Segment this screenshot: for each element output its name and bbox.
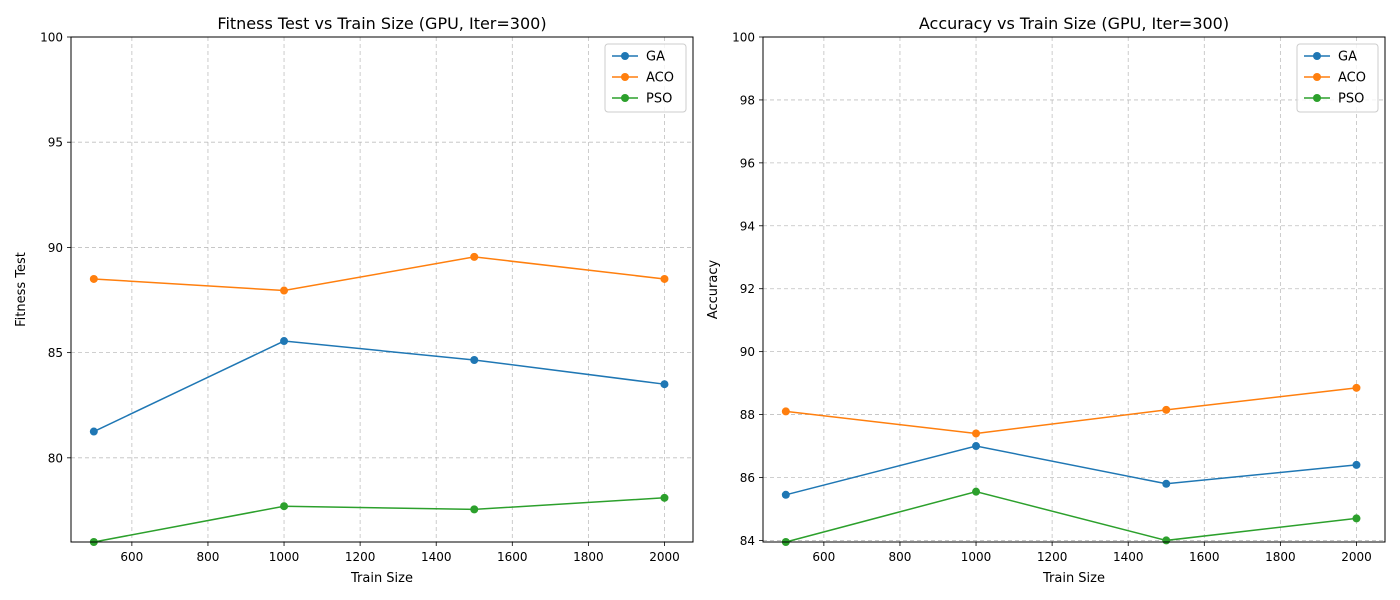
x-tick-label: 1000 bbox=[269, 550, 300, 564]
x-tick-label: 600 bbox=[812, 550, 835, 564]
y-tick-label: 85 bbox=[48, 346, 63, 360]
data-point-ga bbox=[1162, 479, 1171, 488]
series-aco bbox=[89, 252, 669, 295]
data-point-aco bbox=[1352, 383, 1361, 392]
data-point-aco bbox=[1162, 405, 1171, 414]
legend-label-pso: PSO bbox=[646, 92, 672, 107]
series-group bbox=[781, 383, 1361, 546]
ticks: 600 800 1000 1200 1400 1600 1800 2000 80 85 90 95 10… bbox=[40, 31, 680, 565]
x-axis-label: Train Size bbox=[350, 571, 413, 586]
x-tick-label: 2000 bbox=[649, 550, 680, 564]
data-point-pso bbox=[972, 487, 981, 496]
y-tick-label: 88 bbox=[740, 408, 755, 422]
chart-title: Fitness Test vs Train Size (GPU, Iter=30… bbox=[217, 14, 546, 33]
x-tick-label: 800 bbox=[889, 550, 912, 564]
series-pso bbox=[89, 493, 669, 546]
x-axis-label: Train Size bbox=[1042, 571, 1105, 586]
legend-label-aco: ACO bbox=[1338, 71, 1366, 86]
series-line-ga bbox=[785, 445, 1357, 496]
legend-label-pso: PSO bbox=[1338, 92, 1364, 107]
legend-label-aco: ACO bbox=[646, 71, 674, 86]
y-tick-label: 86 bbox=[740, 471, 755, 485]
x-tick-label: 600 bbox=[120, 550, 143, 564]
data-point-ga bbox=[660, 380, 669, 389]
data-point-aco bbox=[781, 407, 790, 416]
legend-label-ga: GA bbox=[1338, 50, 1357, 65]
x-tick-label: 1200 bbox=[345, 550, 376, 564]
axes-frame bbox=[70, 36, 694, 543]
grid bbox=[71, 36, 693, 542]
data-point-aco bbox=[470, 252, 479, 261]
data-point-aco bbox=[89, 274, 98, 283]
data-point-aco bbox=[972, 429, 981, 438]
x-tick-label: 1000 bbox=[961, 550, 992, 564]
series-line-aco bbox=[93, 256, 665, 292]
y-tick-label: 90 bbox=[48, 241, 63, 255]
data-point-ga bbox=[972, 442, 981, 451]
legend-marker-pso bbox=[621, 94, 629, 102]
y-tick-label: 80 bbox=[48, 451, 63, 465]
x-tick-label: 1200 bbox=[1037, 550, 1068, 564]
legend: GA ACO PSO bbox=[1296, 43, 1379, 113]
axes-frame bbox=[762, 36, 1386, 543]
data-point-aco bbox=[660, 274, 669, 283]
data-point-aco bbox=[280, 286, 289, 295]
data-point-pso bbox=[1352, 514, 1361, 523]
data-point-pso bbox=[470, 505, 479, 514]
series-line-ga bbox=[93, 340, 665, 433]
legend: GA ACO PSO bbox=[604, 43, 687, 113]
x-tick-label: 800 bbox=[197, 550, 220, 564]
series-ga bbox=[89, 337, 669, 436]
y-tick-label: 92 bbox=[740, 282, 755, 296]
chart-accuracy: Accuracy vs Train Size (GPU, Iter=300) T… bbox=[706, 14, 1386, 586]
y-tick-label: 100 bbox=[40, 31, 63, 45]
data-point-pso bbox=[660, 493, 669, 502]
y-tick-label: 94 bbox=[740, 219, 755, 233]
y-tick-label: 100 bbox=[732, 31, 755, 45]
x-tick-label: 1400 bbox=[421, 550, 452, 564]
data-point-pso bbox=[280, 502, 289, 511]
y-axis-label: Fitness Test bbox=[14, 252, 29, 327]
data-point-ga bbox=[781, 490, 790, 499]
chart-fitness-test: Fitness Test vs Train Size (GPU, Iter=30… bbox=[14, 14, 694, 586]
series-line-pso bbox=[93, 497, 665, 543]
y-tick-label: 95 bbox=[48, 136, 63, 150]
data-point-ga bbox=[470, 355, 479, 364]
x-tick-label: 1800 bbox=[573, 550, 604, 564]
series-line-aco bbox=[785, 387, 1357, 435]
legend-marker-ga bbox=[1313, 52, 1321, 60]
ticks: 600 800 1000 1200 1400 1600 1800 2000 84 86 88 90 92… bbox=[732, 31, 1372, 565]
series-aco bbox=[781, 383, 1361, 438]
y-tick-label: 96 bbox=[740, 156, 755, 170]
x-tick-label: 1400 bbox=[1113, 550, 1144, 564]
legend-label-ga: GA bbox=[646, 50, 665, 65]
y-tick-label: 98 bbox=[740, 93, 755, 107]
data-point-ga bbox=[1352, 460, 1361, 469]
x-tick-label: 1600 bbox=[497, 550, 528, 564]
data-point-ga bbox=[89, 427, 98, 436]
grid bbox=[763, 36, 1385, 542]
chart-title: Accuracy vs Train Size (GPU, Iter=300) bbox=[919, 14, 1229, 33]
series-group bbox=[89, 252, 669, 546]
legend-marker-aco bbox=[1313, 73, 1321, 81]
legend-marker-ga bbox=[621, 52, 629, 60]
series-ga bbox=[781, 442, 1361, 499]
x-tick-label: 2000 bbox=[1341, 550, 1372, 564]
data-point-ga bbox=[280, 337, 289, 346]
x-tick-label: 1600 bbox=[1189, 550, 1220, 564]
legend-marker-aco bbox=[621, 73, 629, 81]
series-pso bbox=[781, 487, 1361, 546]
y-axis-label: Accuracy bbox=[706, 260, 721, 320]
legend-marker-pso bbox=[1313, 94, 1321, 102]
data-point-pso bbox=[1162, 536, 1171, 545]
x-tick-label: 1800 bbox=[1265, 550, 1296, 564]
series-line-pso bbox=[785, 490, 1357, 543]
y-tick-label: 90 bbox=[740, 345, 755, 359]
y-tick-label: 84 bbox=[740, 534, 755, 548]
